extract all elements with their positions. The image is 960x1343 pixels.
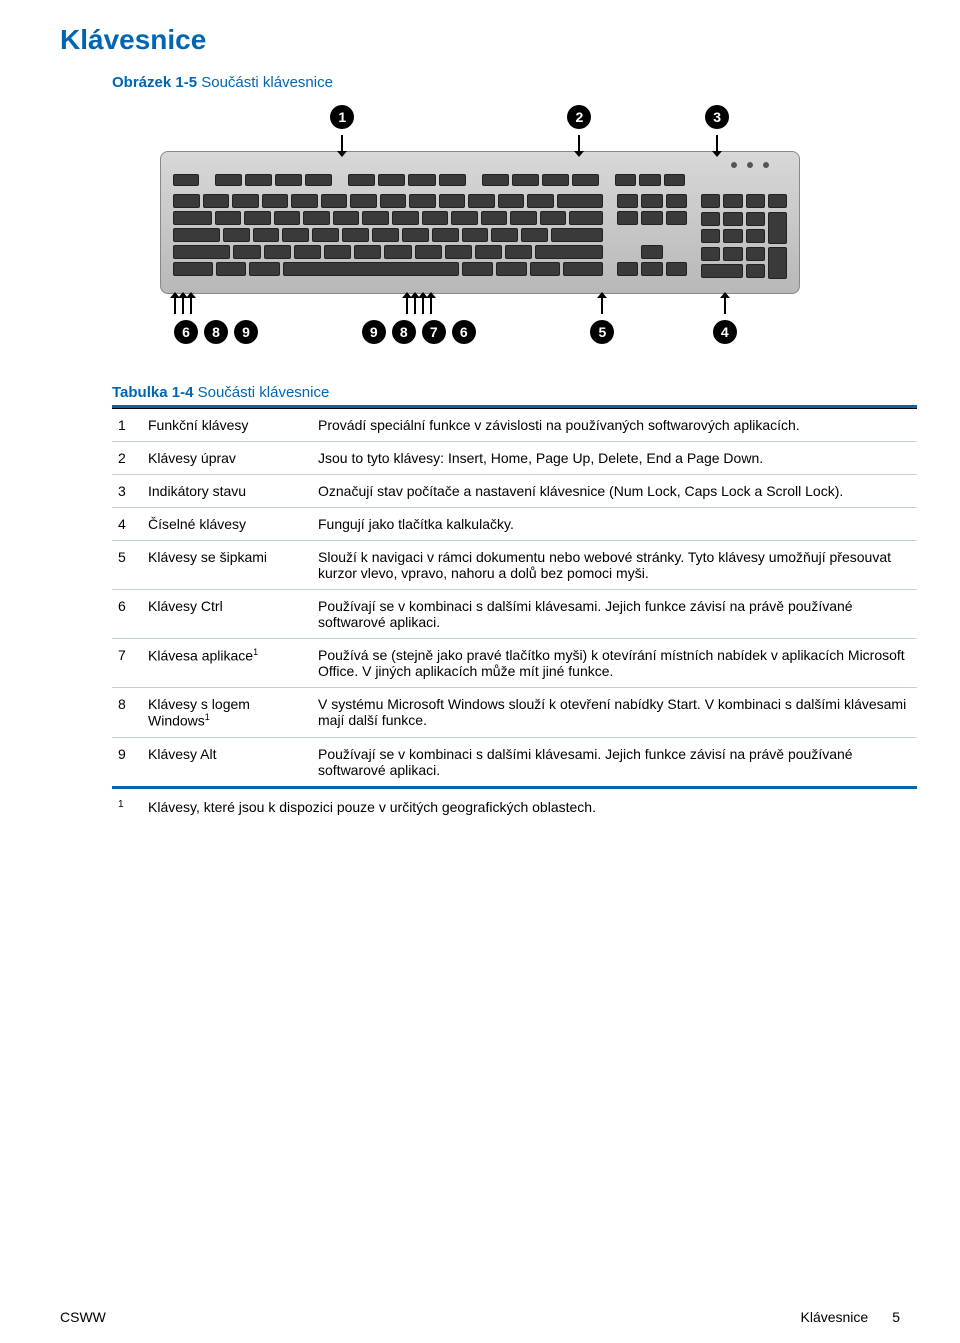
row-number: 8 — [112, 688, 142, 738]
callouts-bottom: 6 8 9 9 8 7 6 5 4 — [160, 320, 800, 344]
row-number: 2 — [112, 442, 142, 475]
callout-8b: 8 — [392, 320, 416, 344]
table-row: 9Klávesy AltPoužívají se v kombinaci s d… — [112, 737, 917, 787]
keyboard-figure: 1 2 3 — [160, 105, 800, 344]
row-description: Používají se v kombinaci s dalšími kláve… — [312, 737, 917, 787]
callout-6a: 6 — [174, 320, 198, 344]
row-number: 7 — [112, 639, 142, 688]
pointer-row-bottom — [160, 298, 800, 314]
row-description: Používá se (stejně jako pravé tlačítko m… — [312, 639, 917, 688]
table-row: 1Funkční klávesyProvádí speciální funkce… — [112, 409, 917, 442]
row-description: Provádí speciální funkce v závislosti na… — [312, 409, 917, 442]
table-row: 5Klávesy se šipkamiSlouží k navigaci v r… — [112, 541, 917, 590]
row-description: Fungují jako tlačítka kalkulačky. — [312, 508, 917, 541]
table-row: 7Klávesa aplikace1Používá se (stejně jak… — [112, 639, 917, 688]
row-description: Používají se v kombinaci s dalšími kláve… — [312, 590, 917, 639]
row-description: Jsou to tyto klávesy: Insert, Home, Page… — [312, 442, 917, 475]
table-row: 2Klávesy úpravJsou to tyto klávesy: Inse… — [112, 442, 917, 475]
callout-9a: 9 — [234, 320, 258, 344]
callout-2: 2 — [567, 105, 591, 129]
row-description: Označují stav počítače a nastavení kláve… — [312, 475, 917, 508]
callout-3: 3 — [705, 105, 729, 129]
table-caption: Tabulka 1-4 Součásti klávesnice — [112, 384, 900, 401]
row-name: Klávesy úprav — [142, 442, 312, 475]
footnote-marker: 1 — [112, 789, 142, 821]
table-row: 3Indikátory stavuOznačují stav počítače … — [112, 475, 917, 508]
page-title: Klávesnice — [60, 24, 900, 56]
callout-7: 7 — [422, 320, 446, 344]
footer-left: CSWW — [60, 1309, 106, 1325]
row-number: 5 — [112, 541, 142, 590]
callout-5: 5 — [590, 320, 614, 344]
callout-9b: 9 — [362, 320, 386, 344]
callout-6b: 6 — [452, 320, 476, 344]
footnote-text: Klávesy, které jsou k dispozici pouze v … — [142, 789, 917, 821]
callouts-top: 1 2 3 — [160, 105, 800, 129]
table-row: 8Klávesy s logem Windows1V systému Micro… — [112, 688, 917, 738]
table-caption-label: Tabulka 1-4 — [112, 384, 193, 401]
page: Klávesnice Obrázek 1-5 Součásti klávesni… — [0, 0, 960, 1343]
callout-1: 1 — [330, 105, 354, 129]
row-number: 4 — [112, 508, 142, 541]
row-description: V systému Microsoft Windows slouží k ote… — [312, 688, 917, 738]
figure-caption: Obrázek 1-5 Součásti klávesnice — [112, 74, 900, 91]
row-name: Funkční klávesy — [142, 409, 312, 442]
row-name: Klávesy s logem Windows1 — [142, 688, 312, 738]
row-number: 1 — [112, 409, 142, 442]
row-description: Slouží k navigaci v rámci dokumentu nebo… — [312, 541, 917, 590]
figure-label: Obrázek 1-5 — [112, 74, 197, 91]
row-name: Klávesy Ctrl — [142, 590, 312, 639]
components-table: 1Funkční klávesyProvádí speciální funkce… — [112, 405, 917, 821]
row-name: Klávesa aplikace1 — [142, 639, 312, 688]
row-number: 9 — [112, 737, 142, 787]
pointer-row-top — [160, 135, 800, 151]
callout-8a: 8 — [204, 320, 228, 344]
table-caption-text: Součásti klávesnice — [198, 384, 330, 401]
row-name: Klávesy se šipkami — [142, 541, 312, 590]
row-name: Číselné klávesy — [142, 508, 312, 541]
keyboard-illustration — [160, 151, 800, 294]
figure-text: Součásti klávesnice — [201, 74, 333, 91]
table-footnote: 1Klávesy, které jsou k dispozici pouze v… — [112, 789, 917, 821]
footer-right-label: Klávesnice — [801, 1309, 869, 1325]
footer-page-number: 5 — [892, 1309, 900, 1325]
row-name: Klávesy Alt — [142, 737, 312, 787]
table-row: 4Číselné klávesyFungují jako tlačítka ka… — [112, 508, 917, 541]
row-name: Indikátory stavu — [142, 475, 312, 508]
table-row: 6Klávesy CtrlPoužívají se v kombinaci s … — [112, 590, 917, 639]
callout-4: 4 — [713, 320, 737, 344]
row-number: 6 — [112, 590, 142, 639]
page-footer: CSWW Klávesnice 5 — [0, 1309, 960, 1325]
row-number: 3 — [112, 475, 142, 508]
